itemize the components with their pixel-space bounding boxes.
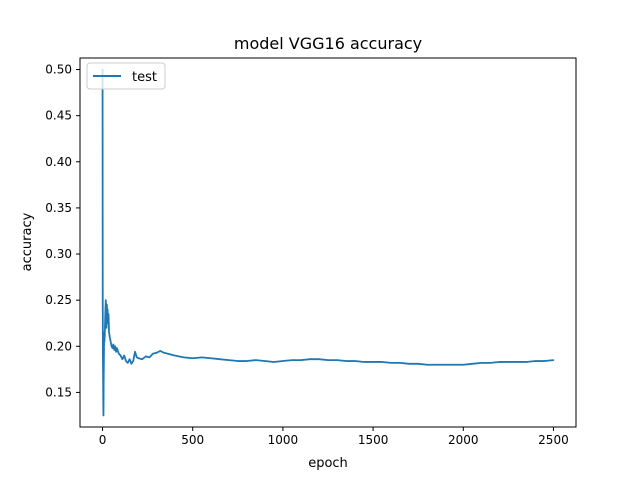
y-tick-label: 0.15 [45, 385, 72, 399]
series-layer [101, 68, 555, 417]
x-tick-label: 500 [181, 433, 204, 447]
x-tick-label: 2000 [448, 433, 479, 447]
y-tick-label: 0.30 [45, 247, 72, 261]
y-axis-label: accuracy [20, 212, 35, 271]
x-tick-label: 1500 [358, 433, 389, 447]
legend-label-test: test [132, 70, 157, 85]
plot-frame [79, 57, 577, 428]
y-tick-label: 0.40 [45, 155, 72, 169]
x-axis-ticks: 0 500 1000 1500 2000 2500 [99, 427, 569, 447]
legend-box [86, 62, 166, 90]
x-tick-label: 1000 [268, 433, 299, 447]
x-tick-label: 2500 [538, 433, 569, 447]
x-axis-label: epoch [308, 456, 348, 471]
legend: test [86, 62, 166, 90]
chart-title: model VGG16 accuracy [234, 34, 422, 53]
y-tick-label: 0.50 [45, 63, 72, 77]
x-tick-label: 0 [99, 433, 107, 447]
y-axis-ticks: 0.15 0.20 0.25 0.30 0.35 0.40 0.45 0.50 [45, 63, 80, 399]
y-tick-label: 0.20 [45, 339, 72, 353]
y-tick-label: 0.25 [45, 293, 72, 307]
y-tick-label: 0.35 [45, 201, 72, 215]
series-line-test [101, 68, 555, 417]
y-tick-label: 0.45 [45, 109, 72, 123]
